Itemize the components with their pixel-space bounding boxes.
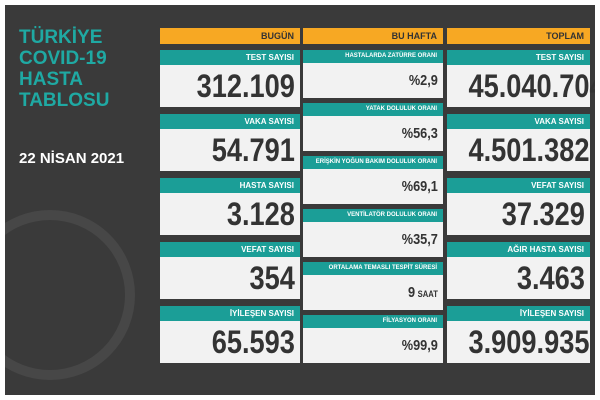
stat-card: VEFAT SAYISI 354 — [160, 242, 300, 299]
value-unit: SAAT — [417, 289, 438, 299]
stat-label: ORTALAMA TEMASLI TESPİT SÜRESİ — [303, 262, 443, 275]
stat-value: 37.329 — [468, 193, 590, 235]
stat-card: VENTİLATÖR DOLULUK ORANI %35,7 — [303, 209, 443, 257]
stat-label: İYİLEŞEN SAYISI — [447, 306, 590, 321]
column-heading: BU HAFTA — [303, 28, 443, 44]
title-line: TABLOSU — [19, 90, 110, 111]
stat-value: 3.128 — [181, 193, 300, 235]
value-number: %56,3 — [401, 125, 438, 142]
stat-value: %2,9 — [324, 63, 443, 98]
stat-card: YATAK DOLULUK ORANI %56,3 — [303, 103, 443, 151]
stat-card: ORTALAMA TEMASLI TESPİT SÜRESİ 9 SAAT — [303, 262, 443, 310]
value-number: %35,7 — [401, 231, 438, 248]
stat-card: AĞIR HASTA SAYISI 3.463 — [447, 242, 590, 299]
stat-label: VENTİLATÖR DOLULUK ORANI — [303, 209, 443, 222]
title-line: TÜRKİYE — [19, 27, 103, 48]
stat-value: %69,1 — [324, 169, 443, 204]
value-number: %2,9 — [408, 72, 438, 89]
stat-value: %35,7 — [324, 222, 443, 257]
stat-value: 54.791 — [181, 129, 300, 171]
stat-value: 45.040.704 — [468, 65, 595, 107]
stat-card: VAKA SAYISI 4.501.382 — [447, 114, 590, 171]
stat-label: FİLYASYON ORANI — [303, 315, 443, 328]
column-heading: TOPLAM — [447, 28, 590, 44]
stat-label: VAKA SAYISI — [160, 114, 300, 129]
value-number: 3.909.935 — [468, 324, 590, 360]
value-number: 9 — [407, 284, 416, 301]
stat-label: VAKA SAYISI — [447, 114, 590, 129]
value-number: 3.463 — [516, 260, 585, 296]
stat-value: 312.109 — [181, 65, 300, 107]
logo — [5, 210, 135, 380]
date: 22 NİSAN 2021 — [19, 150, 125, 167]
stat-card: TEST SAYISI 45.040.704 — [447, 50, 595, 107]
stat-card: ERİŞKİN YOĞUN BAKIM DOLULUK ORANI %69,1 — [303, 156, 443, 204]
value-number: 37.329 — [501, 196, 585, 232]
value-number: 65.593 — [211, 324, 295, 360]
stat-label: İYİLEŞEN SAYISI — [160, 306, 300, 321]
column-heading: BUGÜN — [160, 28, 300, 44]
value-number: 3.128 — [226, 196, 295, 232]
stat-value: 4.501.382 — [468, 129, 590, 171]
stat-value: 354 — [181, 257, 300, 299]
stat-label: TEST SAYISI — [447, 50, 590, 65]
value-number: 54.791 — [211, 132, 295, 168]
value-number: 45.040.704 — [468, 68, 595, 104]
value-number: %99,9 — [401, 337, 438, 354]
value-number: 312.109 — [196, 68, 295, 104]
stat-label: AĞIR HASTA SAYISI — [447, 242, 590, 257]
stat-card: VAKA SAYISI 54.791 — [160, 114, 300, 171]
stat-label: VEFAT SAYISI — [160, 242, 300, 257]
stat-card: İYİLEŞEN SAYISI 3.909.935 — [447, 306, 590, 363]
stat-value: %99,9 — [324, 328, 443, 363]
stat-value: 65.593 — [181, 321, 300, 363]
stat-value: %56,3 — [324, 116, 443, 151]
stat-value: 3.463 — [468, 257, 590, 299]
stat-label: HASTALARDA ZATÜRRE ORANI — [303, 50, 443, 63]
stat-card: İYİLEŞEN SAYISI 65.593 — [160, 306, 300, 363]
stat-label: ERİŞKİN YOĞUN BAKIM DOLULUK ORANI — [303, 156, 443, 169]
title-line: COVID-19 — [19, 48, 107, 69]
stat-label: HASTA SAYISI — [160, 178, 300, 193]
stat-card: FİLYASYON ORANI %99,9 — [303, 315, 443, 363]
title-line: HASTA — [19, 69, 84, 90]
title: TÜRKİYE COVID-19 HASTA TABLOSU — [19, 27, 109, 111]
value-number: 4.501.382 — [468, 132, 590, 168]
stat-label: TEST SAYISI — [160, 50, 300, 65]
stat-card: VEFAT SAYISI 37.329 — [447, 178, 590, 235]
stat-card: HASTA SAYISI 3.128 — [160, 178, 300, 235]
stat-value: 3.909.935 — [468, 321, 590, 363]
stat-label: VEFAT SAYISI — [447, 178, 590, 193]
stat-value: 9 SAAT — [324, 275, 443, 310]
value-number: %69,1 — [401, 178, 438, 195]
stat-label: YATAK DOLULUK ORANI — [303, 103, 443, 116]
panel: TÜRKİYE COVID-19 HASTA TABLOSU 22 NİSAN 202… — [5, 5, 595, 395]
stat-card: HASTALARDA ZATÜRRE ORANI %2,9 — [303, 50, 443, 98]
value-number: 354 — [249, 260, 295, 296]
stat-card: TEST SAYISI 312.109 — [160, 50, 300, 107]
